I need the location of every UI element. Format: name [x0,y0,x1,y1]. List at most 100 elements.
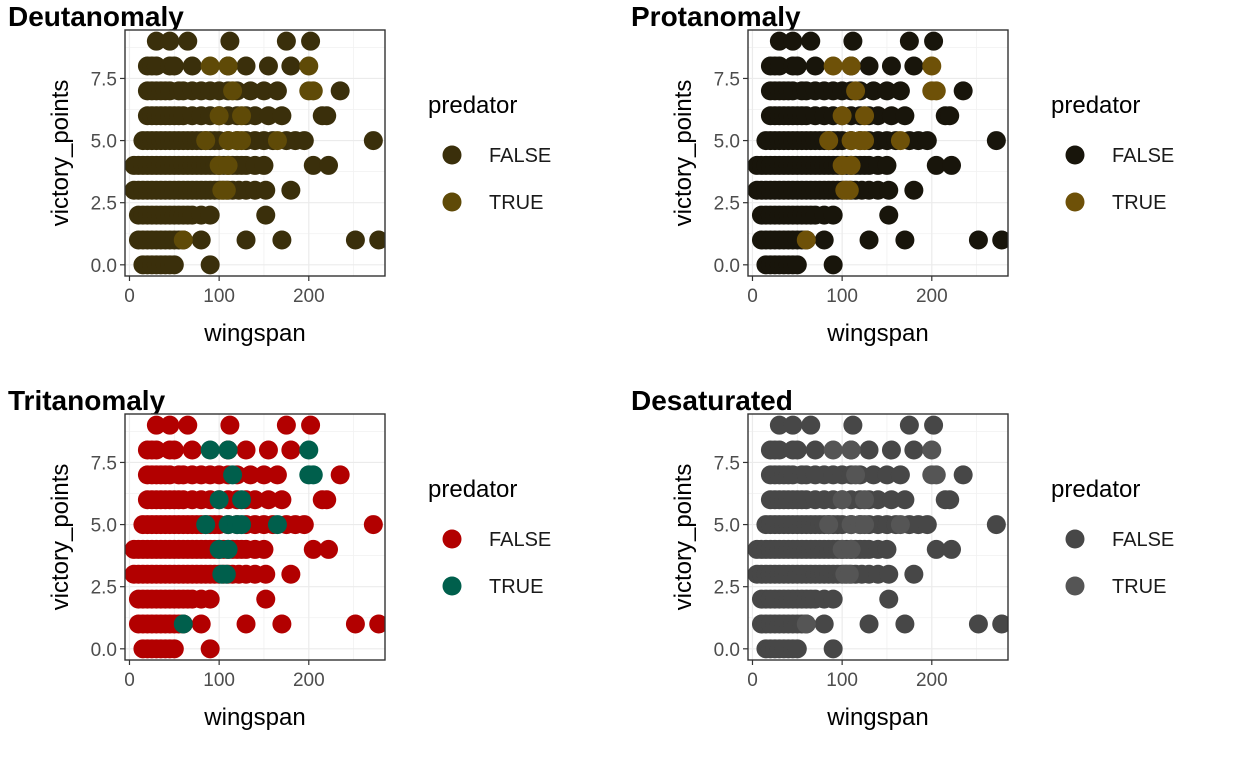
data-point-true [232,131,252,151]
data-points [748,31,1008,275]
data-point-false [256,205,276,225]
data-point-true [209,106,229,126]
data-point-false [769,415,789,435]
data-point-false [769,56,789,76]
data-point-true [218,155,238,175]
y-tick-label: 2.5 [714,194,740,215]
data-point-true [855,515,875,535]
data-point-true [823,56,843,76]
data-point-false [926,155,946,175]
y-tick-label: 7.5 [91,453,117,474]
y-axis-title: victory_points [670,80,697,227]
data-point-false [859,614,879,634]
data-point-false [164,255,184,275]
y-axis-title: victory_points [47,464,74,611]
data-point-true [216,564,236,584]
legend: predator FALSE TRUE [428,476,551,598]
x-tick-label: 0 [124,286,135,307]
data-point-false [294,131,314,151]
data-point-true [832,106,852,126]
data-point-false [330,81,350,101]
data-point-true [303,81,323,101]
data-point-false [272,490,292,510]
data-point-true [267,131,287,151]
data-point-false [256,564,276,584]
legend-key-false [442,145,462,165]
data-point-true [819,515,839,535]
data-point-false [182,440,202,460]
x-tick-label: 200 [916,286,948,307]
data-point-true [299,56,319,76]
data-point-false [877,155,897,175]
legend-label-false: FALSE [489,529,551,551]
data-point-false [301,415,321,435]
data-point-false [245,490,265,510]
y-tick-label: 0.0 [714,256,740,277]
data-point-false [801,31,821,51]
data-point-false [864,81,884,101]
data-point-false [258,440,278,460]
data-point-false [178,31,198,51]
data-point-false [200,205,220,225]
data-point-false [986,515,1006,535]
data-point-true [218,56,238,76]
data-point-false [276,415,296,435]
chart-panel-deutanomaly: Deutanomaly 0 100 200 0.0 2.5 5.0 7.5 wingspan vi… [8,1,551,347]
data-point-false [953,81,973,101]
data-point-false [191,614,211,634]
data-point-false [904,564,924,584]
data-point-false [303,155,323,175]
data-point-false [814,230,834,250]
data-point-false [369,614,385,634]
data-point-true [841,440,861,460]
data-point-false [924,415,944,435]
data-point-true [218,440,238,460]
data-point-false [769,31,789,51]
x-axis-title: wingspan [203,320,305,347]
legend: predator FALSE TRUE [428,92,551,214]
data-point-false [272,106,292,126]
data-point-false [220,31,240,51]
data-point-false [868,106,888,126]
x-axis-title: wingspan [203,704,305,731]
data-point-false [890,465,910,485]
data-point-false [805,56,825,76]
data-point-false [940,106,960,126]
data-point-false [899,31,919,51]
data-point-false [267,81,287,101]
data-point-false [256,180,276,200]
data-point-false [146,56,166,76]
data-point-false [890,81,910,101]
y-axis-title: victory_points [670,464,697,611]
legend-label-true: TRUE [1112,576,1166,598]
data-point-false [805,440,825,460]
data-point-false [895,614,915,634]
data-point-false [783,415,803,435]
x-tick-label: 200 [293,286,325,307]
data-point-true [823,440,843,460]
panel-title: Deutanomaly [8,1,184,32]
data-point-false [164,639,184,659]
data-point-true [855,131,875,151]
plot-border [124,413,386,661]
data-point-true [173,614,193,634]
legend-label-false: FALSE [1112,529,1174,551]
data-point-false [881,56,901,76]
x-tick-label: 0 [747,286,758,307]
data-point-false [272,230,292,250]
data-point-true [926,465,946,485]
data-point-true [218,539,238,559]
data-point-true [855,490,875,510]
chart-panel-desaturated: Desaturated 0 100 200 0.0 2.5 5.0 7.5 wingspan vi… [631,385,1174,731]
data-point-true [841,539,861,559]
data-point-true [232,106,252,126]
data-point-false [258,106,278,126]
data-point-true [200,56,220,76]
y-axis-title: victory_points [47,80,74,227]
chart-panel-tritanomaly: Tritanomaly 0 100 200 0.0 2.5 5.0 7.5 wingspan vi… [8,385,551,731]
data-point-false [245,106,265,126]
data-point-false [241,81,261,101]
data-point-false [823,639,843,659]
